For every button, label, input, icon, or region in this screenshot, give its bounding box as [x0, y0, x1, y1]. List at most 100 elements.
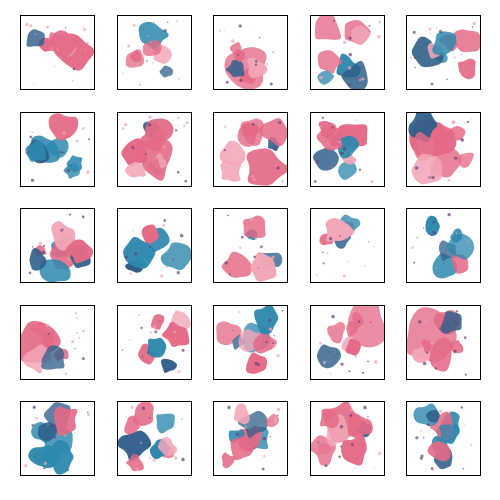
sample-4-1 [20, 305, 95, 380]
speckle [257, 268, 260, 271]
sample-3-4 [310, 208, 385, 283]
speckle [252, 178, 256, 182]
speckle [319, 75, 323, 80]
speckle [76, 317, 79, 319]
speckle [337, 72, 340, 75]
speckle [172, 258, 174, 261]
speckle [422, 361, 427, 366]
blob [49, 30, 78, 57]
speckle [29, 135, 33, 139]
sample-2-4-image [313, 116, 374, 184]
blob [147, 337, 167, 358]
speckle [46, 25, 49, 29]
blob [446, 233, 475, 260]
blob [28, 445, 61, 469]
blob [341, 434, 367, 466]
speckle [470, 443, 473, 446]
speckle [255, 60, 258, 63]
speckle [351, 443, 354, 447]
blob [141, 224, 159, 245]
speckle [225, 170, 229, 174]
speckle [73, 417, 75, 419]
speckle [184, 179, 187, 183]
speckle [430, 234, 433, 236]
speckle [317, 441, 320, 444]
speckle [43, 461, 47, 465]
speckle [460, 406, 463, 409]
blob [150, 314, 165, 330]
speckle [471, 26, 474, 28]
blob [51, 221, 76, 251]
blob [26, 29, 45, 47]
speckle [72, 67, 76, 71]
speckle [82, 127, 85, 130]
blob [160, 242, 191, 271]
speckle [273, 419, 277, 423]
speckle [238, 311, 241, 313]
speckle [348, 53, 352, 57]
speckle [121, 349, 124, 351]
speckle [368, 241, 370, 243]
speckle [329, 373, 332, 375]
speckle [252, 123, 255, 126]
speckle [35, 416, 39, 420]
speckle [35, 356, 38, 359]
speckle [454, 321, 458, 325]
speckle [420, 430, 423, 432]
speckle [419, 456, 423, 460]
speckle [260, 245, 263, 249]
sample-4-5-image [407, 307, 467, 376]
speckle [439, 409, 443, 413]
speckle [460, 344, 462, 346]
speckle [87, 411, 89, 414]
blob [432, 253, 458, 279]
speckle [412, 30, 416, 34]
blob [129, 50, 142, 63]
speckle [31, 245, 34, 248]
speckle [243, 411, 248, 415]
speckle [417, 55, 419, 58]
blob [448, 126, 466, 141]
blob [234, 403, 250, 425]
blob [53, 406, 78, 437]
speckle [238, 24, 242, 28]
speckle [258, 36, 261, 39]
speckle [180, 175, 182, 177]
blob [147, 158, 162, 176]
speckle [62, 131, 66, 135]
speckle [149, 331, 152, 334]
speckle [154, 330, 158, 334]
speckle [176, 20, 179, 23]
speckle [60, 56, 62, 58]
speckle [432, 469, 435, 472]
speckle [223, 29, 225, 32]
speckle [149, 457, 152, 459]
speckle [27, 151, 30, 154]
speckle [353, 467, 356, 469]
speckle [367, 416, 369, 418]
sample-4-3 [213, 305, 288, 380]
sample-5-5 [406, 401, 481, 476]
speckle [339, 235, 341, 237]
speckle [53, 436, 57, 439]
sample-3-5 [406, 208, 481, 283]
sample-1-1 [20, 15, 95, 90]
speckle [148, 115, 152, 119]
blob [313, 147, 339, 171]
speckle [132, 229, 134, 232]
speckle [232, 329, 234, 331]
blob [30, 321, 47, 337]
sample-4-2 [117, 305, 192, 380]
blob [440, 310, 462, 334]
speckle [350, 408, 353, 411]
sample-5-3-image [221, 403, 281, 471]
speckle [460, 53, 463, 56]
speckle [140, 326, 143, 330]
speckle [378, 20, 381, 24]
sample-4-4 [310, 305, 385, 380]
speckle [432, 230, 436, 234]
speckle [180, 418, 183, 421]
blob [316, 127, 343, 151]
speckle [147, 35, 149, 37]
speckle [328, 351, 330, 353]
